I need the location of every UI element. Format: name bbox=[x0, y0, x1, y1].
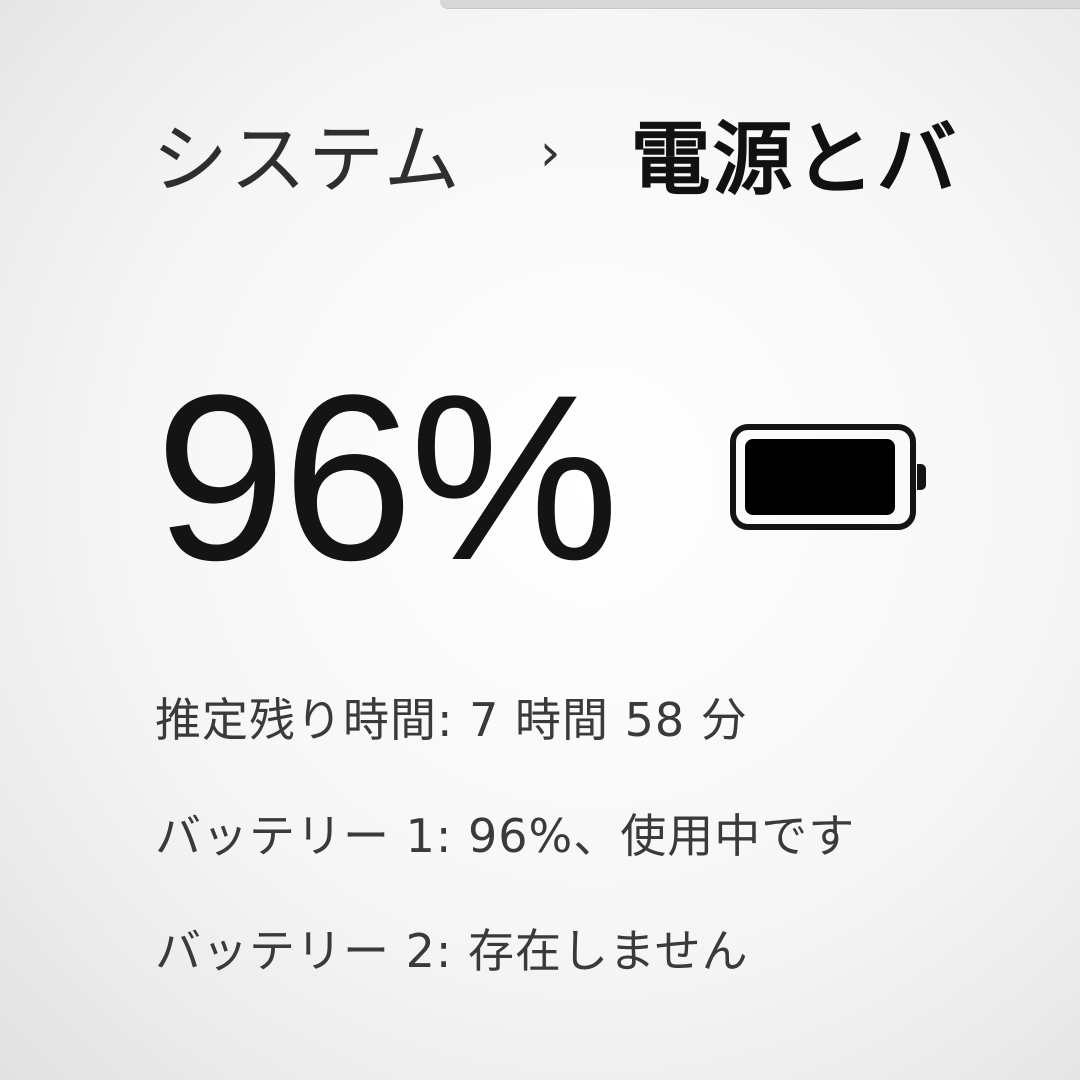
window-edge bbox=[440, 0, 1080, 9]
battery-full-icon bbox=[730, 424, 926, 530]
estimated-time-remaining: 推定残り時間: 7 時間 58 分 bbox=[155, 693, 748, 747]
battery-1-status: バッテリー 1: 96%、使用中です bbox=[155, 809, 856, 863]
breadcrumb-system-link[interactable]: システム bbox=[152, 115, 462, 204]
battery-tip bbox=[917, 464, 926, 490]
battery-2-status: バッテリー 2: 存在しません bbox=[155, 924, 749, 978]
chevron-right-icon: › bbox=[539, 123, 561, 183]
battery-fill bbox=[745, 439, 895, 515]
breadcrumb: システム › 電源とバ bbox=[152, 95, 959, 211]
page-title: 電源とバ bbox=[630, 113, 959, 206]
battery-percent: 96% bbox=[155, 346, 619, 610]
